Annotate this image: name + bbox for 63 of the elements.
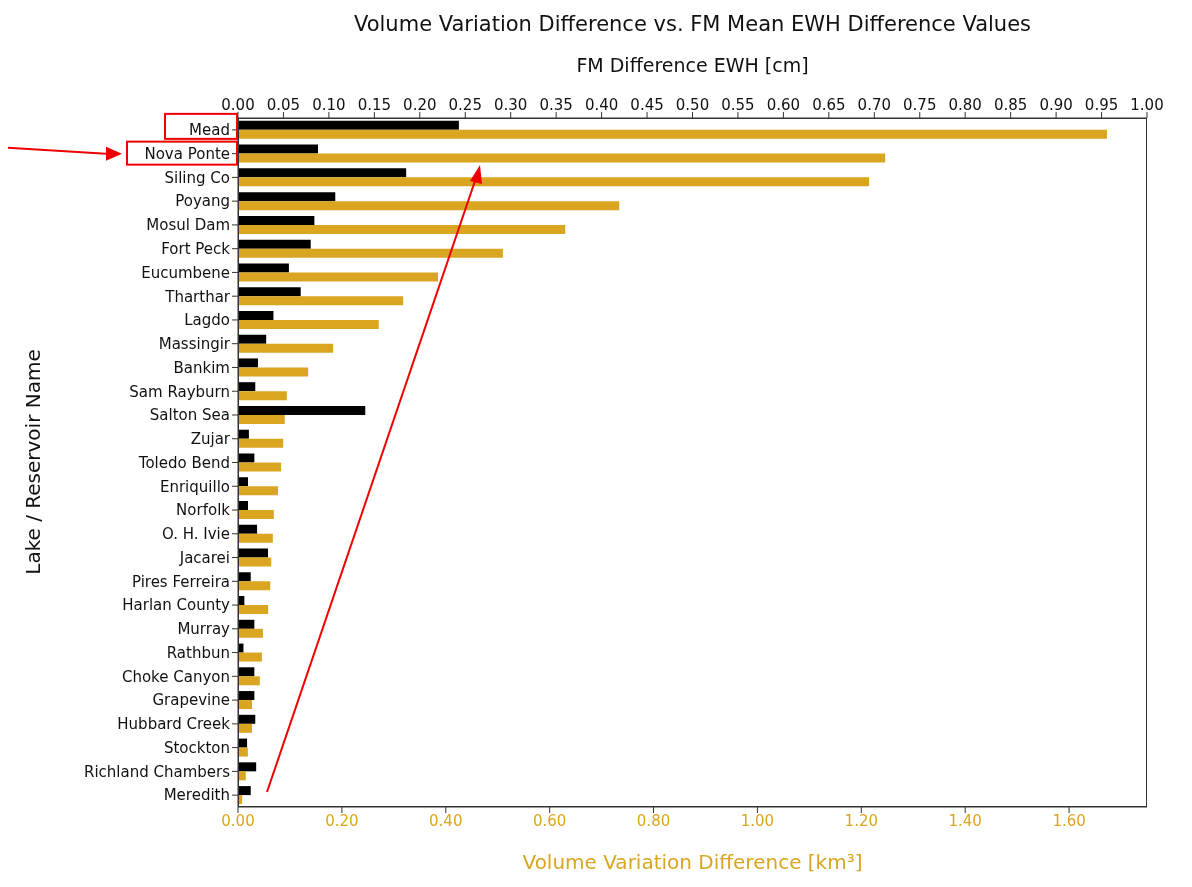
x2-tick-label: 0.80 [948, 96, 982, 114]
y-tick-label: O. H. Ivie [162, 525, 230, 544]
x2-tick-label: 0.15 [357, 96, 392, 114]
y-tick-label: Mead [189, 121, 230, 140]
y-tick-label: Fort Peck [161, 240, 231, 258]
y-tick-label: Stockton [163, 738, 230, 757]
y-tick-label: Massingir [158, 335, 231, 354]
x2-tick-label: 0.90 [1039, 96, 1073, 114]
x2-tick-label: 0.70 [857, 96, 891, 114]
y-tick-label: Nova Ponte [144, 144, 230, 163]
x-tick-label: 0.20 [325, 811, 359, 830]
x-tick-label: 1.40 [948, 811, 982, 830]
chart-title: Volume Variation Difference vs. FM Mean EWH Difference Values [352, 12, 1033, 36]
x2-tick-label: 0.30 [494, 96, 528, 114]
x2-tick-label: 0.20 [403, 96, 437, 114]
y-tick-label: Jacarei [178, 548, 230, 567]
x-tick-label: 1.20 [844, 811, 879, 830]
y-tick-label: Richland Chambers [83, 762, 231, 781]
y-tick-label: Rathbun [166, 643, 230, 662]
x2-tick-label: 0.60 [766, 96, 801, 114]
y-tick-label: Pires Ferreira [131, 572, 230, 591]
x-tick-label: 1.60 [1052, 811, 1086, 830]
x-axis-title: Volume Variation Difference [km³] [521, 850, 864, 874]
y-tick-label: Tharthar [164, 287, 231, 306]
y-tick-label: Toledo Bend [137, 453, 230, 472]
y-tick-label: Harlan County [122, 596, 231, 615]
y-tick-label: Poyang [175, 192, 230, 211]
y-tick-label: Hubbard Creek [117, 715, 231, 734]
x2-tick-label: 0.85 [993, 96, 1028, 114]
x2-tick-label: 0.10 [312, 96, 346, 114]
x2-tick-label: 0.45 [630, 96, 664, 114]
y-tick-label: Siling Co [164, 168, 230, 187]
x-tick-label: 0.00 [221, 811, 255, 830]
y-tick-label: Lagdo [184, 311, 230, 330]
y-tick-label: Sam Rayburn [129, 382, 230, 401]
y-tick-label: Eucumbene [141, 263, 230, 282]
x-tick-label: 0.80 [636, 811, 671, 830]
y-tick-label: Enriquillo [159, 477, 230, 496]
y-axis-title: Lake / Reservoir Name [21, 347, 45, 577]
y-tick-label: Zujar [190, 430, 231, 449]
x-tick-label: 0.60 [532, 811, 567, 830]
x2-axis-title: FM Difference EWH [cm] [575, 54, 810, 76]
x2-tick-label: 0.75 [903, 96, 937, 114]
y-tick-label: Choke Canyon [121, 667, 230, 686]
x-tick-label: 0.40 [429, 811, 463, 830]
y-tick-label: Mosul Dam [146, 216, 230, 235]
y-tick-label: Salton Sea [149, 406, 230, 425]
x-tick-label: 1.00 [740, 811, 775, 830]
y-tick-label: Grapevine [152, 691, 230, 710]
y-tick-label: Murray [177, 620, 231, 639]
x2-tick-label: 0.05 [266, 96, 301, 114]
x2-tick-label: 0.50 [675, 96, 710, 114]
y-tick-label: Bankim [173, 358, 230, 377]
x2-tick-label: 0.55 [721, 96, 755, 114]
x2-tick-label: 1.00 [1130, 96, 1164, 114]
x2-tick-label: 0.95 [1084, 96, 1119, 114]
y-tick-label: Meredith [163, 786, 230, 805]
x2-tick-label: 0.65 [812, 96, 846, 114]
x2-tick-label: 0.25 [448, 96, 482, 114]
x2-tick-label: 0.35 [539, 96, 573, 114]
x2-tick-label: 0.40 [584, 96, 619, 114]
x2-tick-label: 0.00 [221, 96, 255, 114]
y-tick-label: Norfolk [176, 501, 231, 520]
